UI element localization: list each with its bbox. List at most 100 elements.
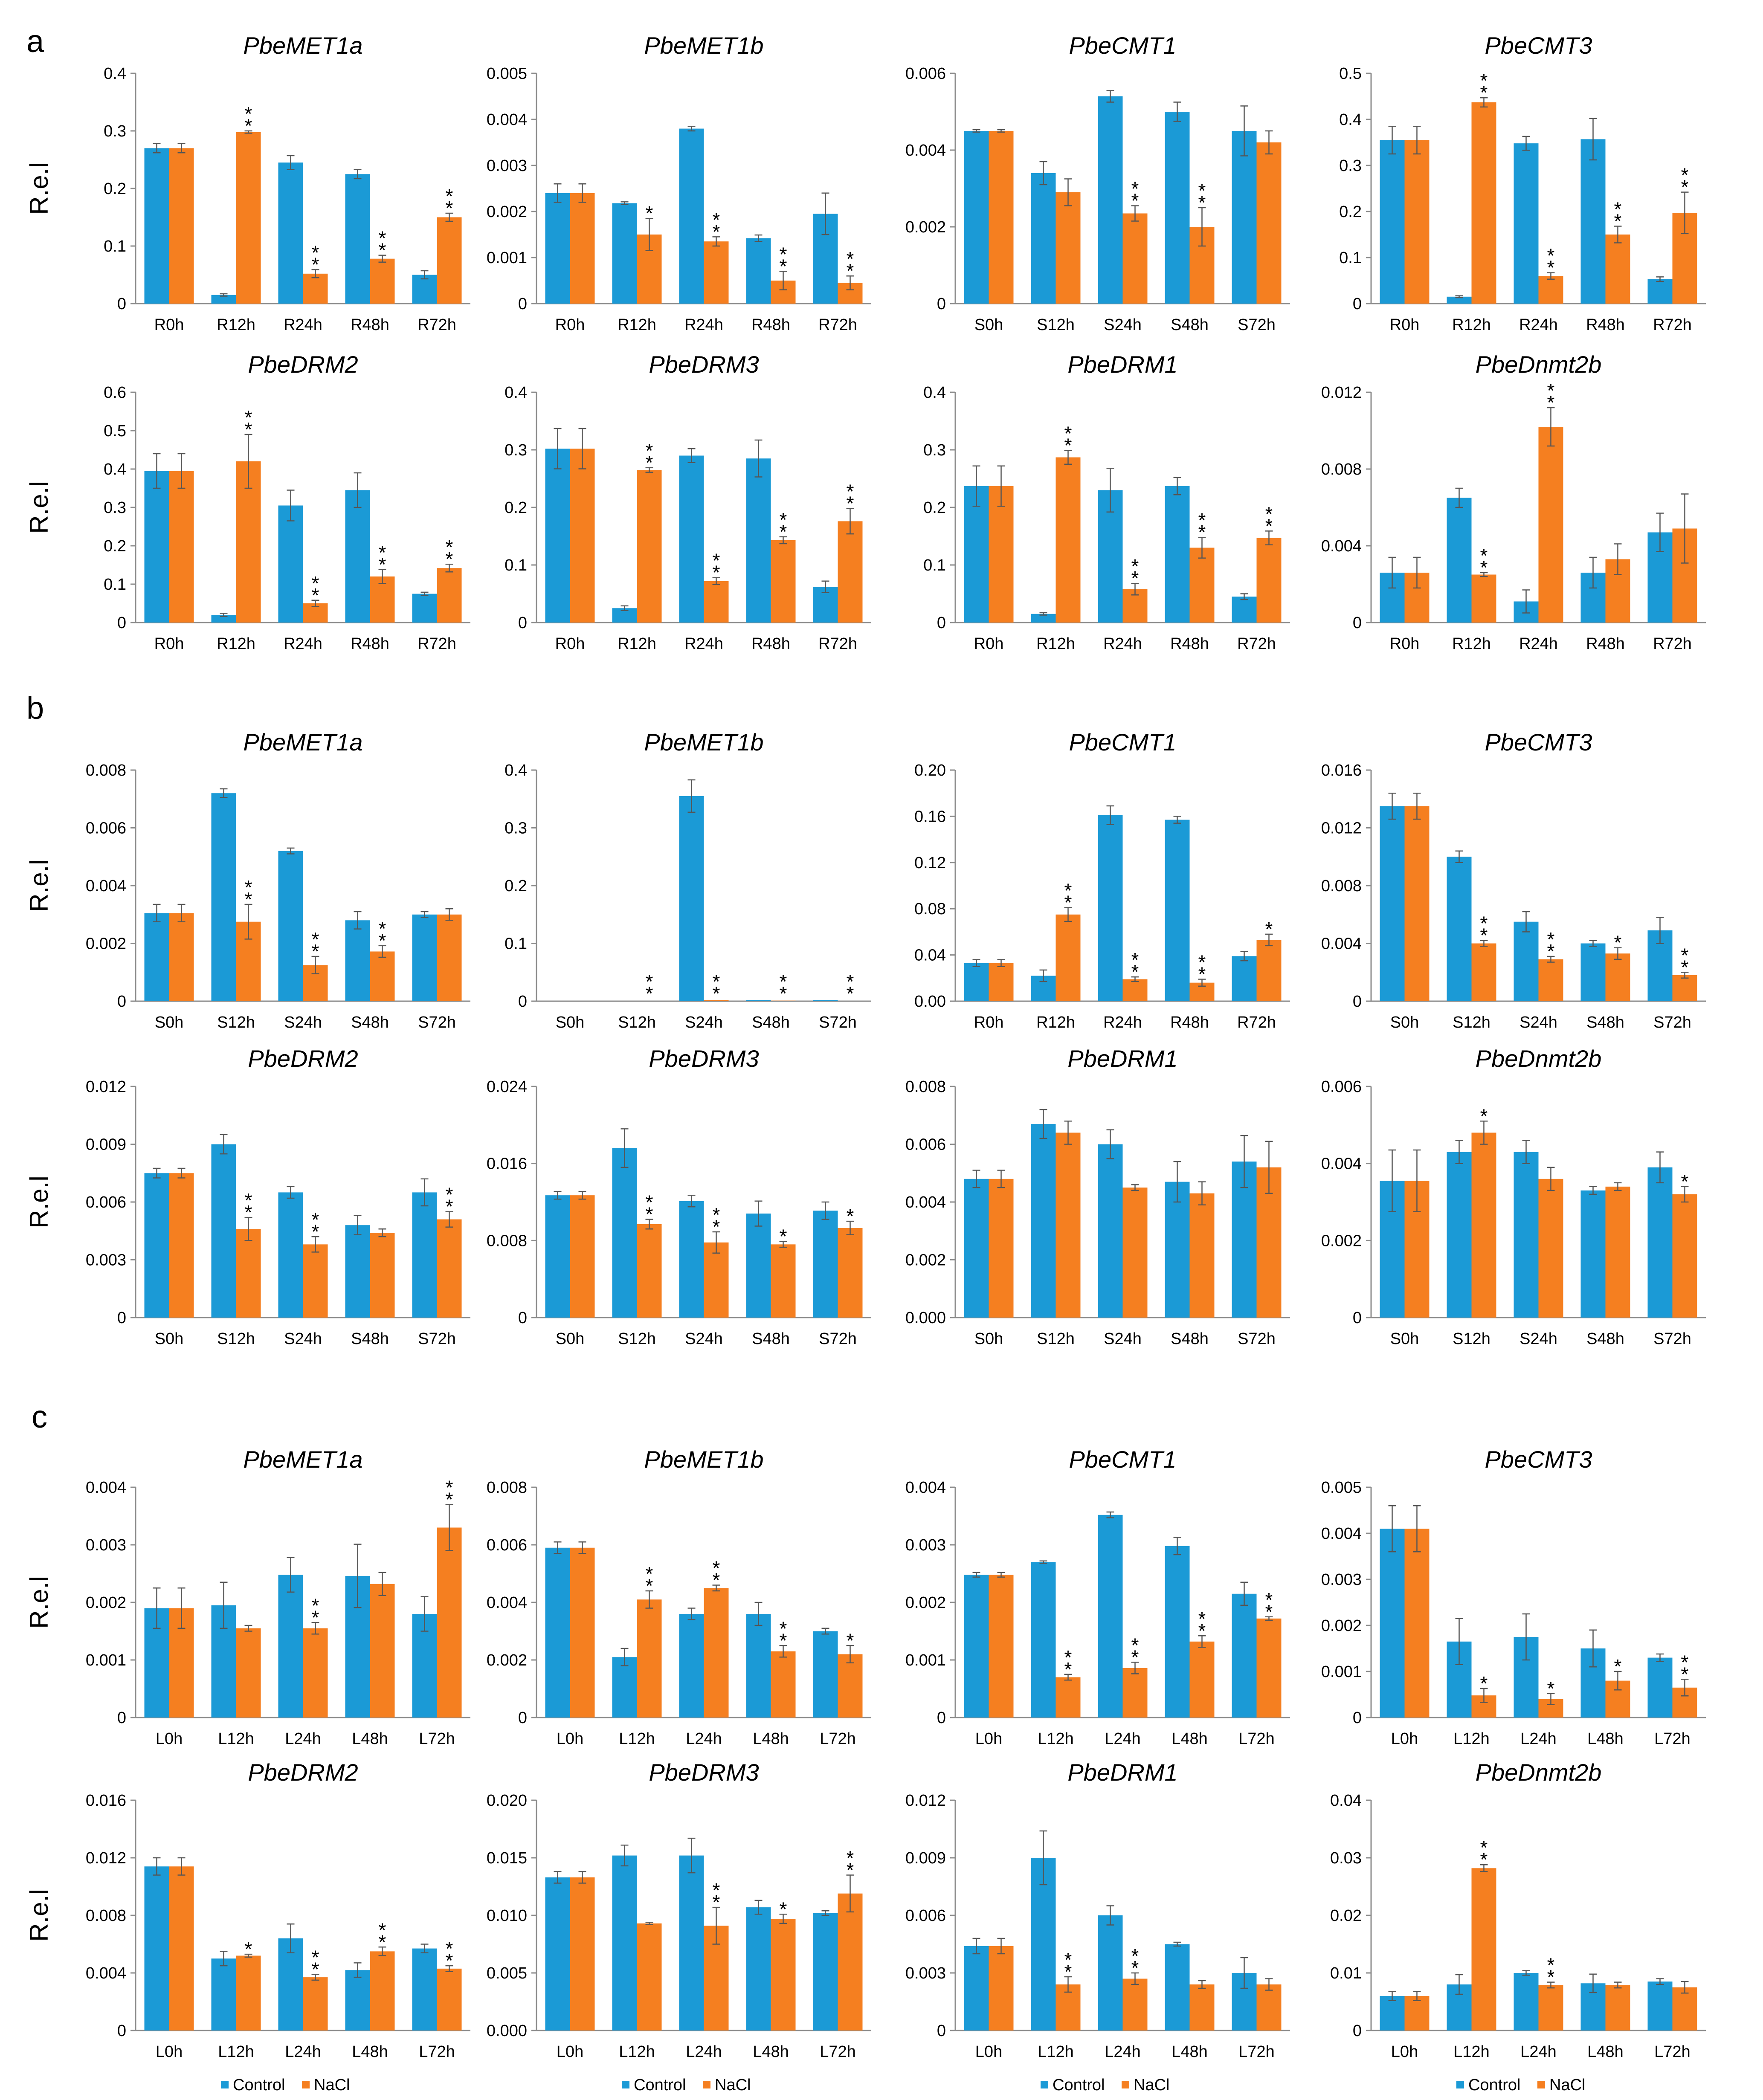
- y-tick-label: 0.006: [86, 1193, 126, 1211]
- bar-control: [1165, 1944, 1190, 2030]
- bar-nacl: [303, 1628, 328, 1718]
- y-tick-label: 0: [117, 295, 126, 313]
- bar-control: [813, 1000, 838, 1001]
- y-tick-label: 0.004: [86, 1964, 126, 1982]
- x-tick-label: L24h: [1105, 2043, 1141, 2061]
- bar-control: [746, 1000, 771, 1001]
- bar-control: [1447, 857, 1472, 1001]
- chart-c-PbeDRM3: PbeDRM3 0.000 0.005 0.010 0.015 0.020 L0h L12h *…: [487, 1759, 871, 2094]
- y-tick-label: 0.016: [86, 1792, 126, 1810]
- x-tick-label: R72h: [418, 316, 456, 334]
- significance-marker: *: [379, 930, 386, 952]
- bar-control: [545, 1195, 570, 1318]
- y-tick-label: 0: [518, 1309, 527, 1327]
- x-tick-label: R12h: [217, 316, 255, 334]
- bar-nacl: [1538, 276, 1563, 304]
- y-tick-label: 0.4: [505, 384, 527, 402]
- bar-nacl: [1256, 1618, 1282, 1718]
- significance-marker: *: [646, 1575, 653, 1597]
- x-tick-label: S12h: [1037, 1330, 1075, 1348]
- significance-marker: *: [646, 1563, 653, 1585]
- bar-nacl: [370, 258, 395, 304]
- significance-marker: *: [1681, 176, 1689, 198]
- significance-marker: *: [847, 982, 854, 1005]
- bar-nacl: [1538, 427, 1563, 623]
- significance-marker: *: [446, 548, 453, 570]
- x-tick-label: S24h: [284, 1014, 322, 1031]
- x-tick-label: R72h: [1237, 635, 1276, 653]
- y-tick-label: 0: [117, 993, 126, 1011]
- y-tick-label: 0.003: [86, 1251, 126, 1269]
- bar-control: [1514, 143, 1539, 304]
- chart-b-PbeDnmt2b: PbeDnmt2b 0 0.002 0.004 0.006 S0h * S12h S24h S48…: [1321, 1045, 1706, 1348]
- x-tick-label: S24h: [685, 1014, 723, 1031]
- y-tick-label: 0.04: [1330, 1792, 1362, 1810]
- significance-marker: *: [1198, 180, 1206, 202]
- significance-marker: *: [713, 209, 720, 231]
- bar-nacl: [838, 1893, 863, 2030]
- y-tick-label: 0.009: [905, 1849, 946, 1867]
- bar-control: [412, 1948, 437, 2030]
- y-tick-label: 0.003: [487, 157, 527, 175]
- significance-marker: *: [1198, 1619, 1206, 1642]
- bar-nacl: [637, 470, 662, 623]
- y-tick-label: 0.016: [487, 1155, 527, 1173]
- bar-nacl: [1605, 1186, 1630, 1318]
- legend-label-control: Control: [233, 2076, 285, 2094]
- bar-nacl: [169, 148, 194, 304]
- y-tick-label: 0.2: [104, 180, 126, 198]
- bar-nacl: [1122, 1668, 1148, 1718]
- y-tick-label: 0.002: [487, 1651, 527, 1669]
- x-tick-label: R48h: [1586, 635, 1625, 653]
- y-tick-label: 0.3: [505, 820, 527, 837]
- bar-nacl: [704, 1000, 729, 1001]
- significance-marker: *: [1198, 191, 1206, 214]
- bar-control: [144, 913, 169, 1001]
- bar-nacl: [1122, 213, 1148, 304]
- bar-control: [746, 1214, 771, 1318]
- bar-control: [211, 295, 236, 304]
- x-tick-label: R12h: [217, 635, 255, 653]
- y-tick-label: 0.005: [1321, 1479, 1362, 1497]
- bar-control: [211, 1958, 236, 2030]
- x-tick-label: S72h: [418, 1330, 456, 1348]
- bar-control: [746, 1907, 771, 2030]
- bar-control: [1098, 1144, 1123, 1318]
- bar-control: [679, 1614, 704, 1718]
- bar-nacl: [370, 576, 395, 623]
- x-tick-label: R12h: [1036, 1014, 1075, 1031]
- x-tick-label: L24h: [1105, 1730, 1141, 1748]
- bar-nacl: [637, 1599, 662, 1718]
- bar-control: [1232, 131, 1257, 304]
- bar-nacl: [1538, 1985, 1563, 2030]
- significance-marker: *: [646, 1191, 653, 1214]
- x-tick-label: R12h: [1452, 635, 1491, 653]
- bar-nacl: [1605, 953, 1630, 1001]
- significance-marker: *: [1198, 1608, 1206, 1630]
- bar-control: [1031, 1562, 1056, 1718]
- bar-nacl: [1404, 1529, 1430, 1718]
- significance-marker: *: [1547, 257, 1555, 279]
- bar-nacl: [1055, 1133, 1081, 1318]
- x-tick-label: R24h: [284, 635, 322, 653]
- bar-nacl: [838, 1654, 863, 1718]
- y-tick-label: 0.4: [923, 384, 946, 402]
- x-tick-label: R72h: [418, 635, 456, 653]
- bar-control: [1647, 1167, 1673, 1318]
- significance-marker: *: [1547, 379, 1555, 402]
- x-tick-label: L24h: [1520, 1730, 1557, 1748]
- y-tick-label: 0.3: [1339, 157, 1362, 175]
- y-tick-label: 0.008: [487, 1479, 527, 1497]
- significance-marker: *: [1480, 1105, 1488, 1127]
- y-tick-label: 0.00: [914, 993, 946, 1011]
- x-tick-label: L12h: [619, 2043, 655, 2061]
- bar-control: [412, 914, 437, 1001]
- significance-marker: *: [1198, 509, 1206, 531]
- y-tick-label: 0: [518, 993, 527, 1011]
- y-tick-label: 0: [1353, 993, 1362, 1011]
- bar-nacl: [704, 241, 729, 304]
- x-tick-label: S48h: [1586, 1014, 1624, 1031]
- significance-marker: *: [1480, 556, 1488, 579]
- bar-nacl: [1055, 457, 1081, 623]
- significance-marker: *: [1064, 1646, 1072, 1668]
